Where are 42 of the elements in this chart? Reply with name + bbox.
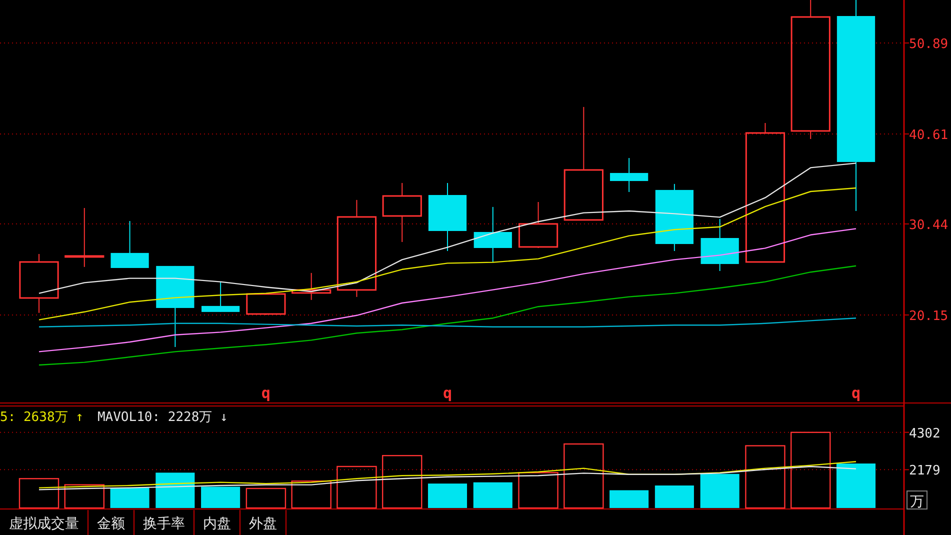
line-series (38, 466, 857, 490)
bar (18, 478, 60, 509)
bar (700, 474, 740, 508)
y-tick-label: 4302 (909, 426, 940, 442)
bar (654, 485, 694, 508)
text: q (851, 384, 861, 402)
bar (745, 445, 786, 509)
text: q (261, 384, 270, 402)
bar (610, 490, 649, 508)
bar (564, 443, 604, 509)
y-tick-label: 40.61 (909, 128, 948, 143)
bar (156, 472, 195, 508)
bar (336, 466, 377, 509)
text: 换手率 (143, 516, 185, 532)
line-series (38, 265, 857, 366)
bar (246, 488, 286, 509)
bar (110, 488, 150, 508)
bar (428, 484, 468, 508)
y-tick-label: 50.89 (909, 37, 948, 52)
y-tick-label: 2179 (909, 464, 940, 479)
bar (473, 482, 512, 508)
text: 虚拟成交量 (9, 516, 79, 532)
bar (201, 486, 240, 508)
y-axis-title: 万 (910, 494, 924, 510)
bar (382, 454, 422, 509)
text: 金额 (97, 516, 125, 532)
y-tick-label: 20.15 (909, 308, 948, 324)
text: 内盘 (203, 516, 231, 532)
y-tick-label: 30.44 (909, 218, 948, 233)
bar (836, 464, 876, 508)
text: 外盘 (249, 516, 277, 532)
bar (64, 484, 105, 509)
line-series (38, 318, 857, 328)
bar (518, 472, 558, 509)
line-series (38, 228, 857, 352)
line-series (38, 461, 857, 488)
line-series (38, 187, 857, 320)
bar (790, 432, 831, 509)
text: q (442, 384, 452, 402)
text: 5: 2638万 ↑ (0, 410, 84, 425)
text: MAVOL10: 2228万 ↓ (97, 410, 228, 425)
bar (291, 480, 332, 509)
